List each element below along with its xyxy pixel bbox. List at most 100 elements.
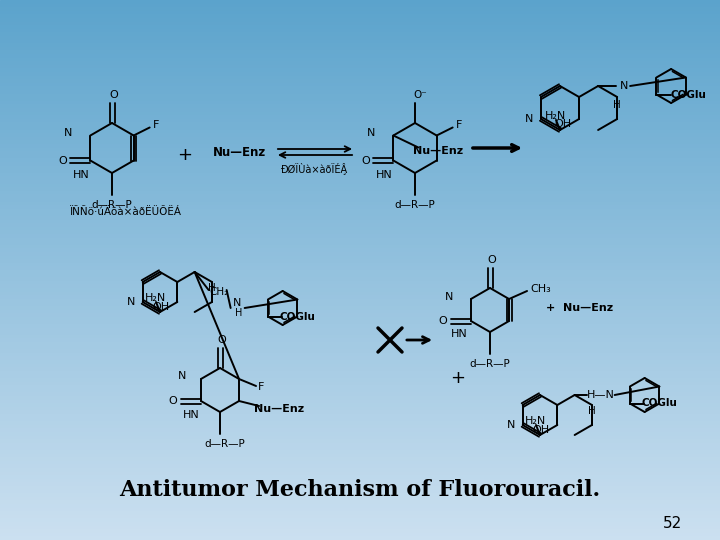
Bar bbox=[0, 428, 720, 432]
Bar bbox=[0, 471, 720, 475]
Bar bbox=[0, 385, 720, 389]
Bar bbox=[0, 400, 720, 403]
Text: H: H bbox=[208, 283, 216, 293]
Bar bbox=[0, 169, 720, 173]
Bar bbox=[0, 4, 720, 7]
Bar bbox=[0, 151, 720, 155]
Text: O: O bbox=[58, 156, 67, 165]
Text: N: N bbox=[178, 371, 186, 381]
Bar bbox=[0, 180, 720, 184]
Text: ÏÑÑö·úÄöà×àðËÜÕËÁ: ÏÑÑö·úÄöà×àðËÜÕËÁ bbox=[70, 207, 182, 217]
Bar bbox=[0, 83, 720, 86]
Bar bbox=[0, 360, 720, 363]
Bar bbox=[0, 155, 720, 158]
Text: O: O bbox=[438, 316, 447, 326]
Bar bbox=[0, 209, 720, 212]
Bar bbox=[0, 115, 720, 119]
Bar bbox=[0, 43, 720, 47]
Bar bbox=[0, 490, 720, 493]
Bar bbox=[0, 47, 720, 50]
Bar bbox=[0, 396, 720, 400]
Bar bbox=[0, 130, 720, 133]
Bar bbox=[0, 382, 720, 385]
Bar bbox=[0, 432, 720, 436]
Bar bbox=[0, 137, 720, 140]
Bar bbox=[0, 346, 720, 349]
Bar bbox=[0, 525, 720, 529]
Bar bbox=[0, 288, 720, 292]
Text: N: N bbox=[127, 297, 135, 307]
Text: O: O bbox=[361, 156, 370, 165]
Text: H₂N: H₂N bbox=[145, 293, 166, 303]
Bar bbox=[0, 198, 720, 201]
Bar bbox=[0, 7, 720, 11]
Bar bbox=[0, 101, 720, 104]
Text: O: O bbox=[487, 255, 496, 265]
Bar bbox=[0, 410, 720, 414]
Bar bbox=[0, 518, 720, 522]
Bar bbox=[0, 76, 720, 79]
Bar bbox=[0, 464, 720, 468]
Bar bbox=[0, 371, 720, 374]
Bar bbox=[0, 104, 720, 108]
Text: Nu—Enz: Nu—Enz bbox=[254, 404, 304, 414]
Bar bbox=[0, 263, 720, 266]
Bar bbox=[0, 342, 720, 346]
Bar bbox=[0, 201, 720, 205]
Bar bbox=[0, 482, 720, 486]
Bar bbox=[0, 173, 720, 177]
Text: COGlu: COGlu bbox=[642, 399, 678, 408]
Bar bbox=[0, 140, 720, 144]
Bar bbox=[0, 259, 720, 263]
Bar bbox=[0, 212, 720, 216]
Bar bbox=[0, 367, 720, 371]
Text: HN: HN bbox=[377, 170, 393, 180]
Bar bbox=[0, 536, 720, 540]
Bar bbox=[0, 403, 720, 407]
Bar bbox=[0, 270, 720, 274]
Text: N: N bbox=[233, 298, 240, 308]
Bar bbox=[0, 295, 720, 299]
Bar bbox=[0, 65, 720, 69]
Bar bbox=[0, 61, 720, 65]
Bar bbox=[0, 54, 720, 58]
Text: N: N bbox=[525, 114, 533, 124]
Bar bbox=[0, 248, 720, 252]
Bar bbox=[0, 90, 720, 93]
Bar bbox=[0, 15, 720, 18]
Bar bbox=[0, 393, 720, 396]
Bar bbox=[0, 389, 720, 393]
Text: +  Nu—Enz: + Nu—Enz bbox=[546, 303, 613, 313]
Bar bbox=[0, 475, 720, 479]
Text: CH₃: CH₃ bbox=[531, 284, 552, 294]
Bar bbox=[0, 313, 720, 317]
Bar bbox=[0, 11, 720, 15]
Bar bbox=[0, 177, 720, 180]
Bar bbox=[0, 97, 720, 101]
Bar bbox=[0, 277, 720, 281]
Bar bbox=[0, 123, 720, 126]
Text: H: H bbox=[588, 406, 596, 416]
Bar bbox=[0, 417, 720, 421]
Bar bbox=[0, 133, 720, 137]
Text: N: N bbox=[64, 129, 72, 138]
Bar bbox=[0, 328, 720, 331]
Bar bbox=[0, 363, 720, 367]
Bar bbox=[0, 79, 720, 83]
Bar bbox=[0, 421, 720, 425]
Text: Nu—Enz: Nu—Enz bbox=[213, 145, 266, 159]
Bar bbox=[0, 374, 720, 378]
Bar bbox=[0, 504, 720, 508]
Text: N: N bbox=[444, 292, 453, 302]
Text: HN: HN bbox=[184, 410, 200, 420]
Bar bbox=[0, 22, 720, 25]
Bar bbox=[0, 191, 720, 194]
Text: F: F bbox=[258, 382, 264, 392]
Bar bbox=[0, 309, 720, 313]
Bar bbox=[0, 306, 720, 309]
Bar bbox=[0, 468, 720, 471]
Text: Antitumor Mechanism of Fluorouracil.: Antitumor Mechanism of Fluorouracil. bbox=[120, 479, 600, 501]
Bar bbox=[0, 252, 720, 255]
Text: O⁻: O⁻ bbox=[413, 90, 427, 100]
Bar bbox=[0, 220, 720, 223]
